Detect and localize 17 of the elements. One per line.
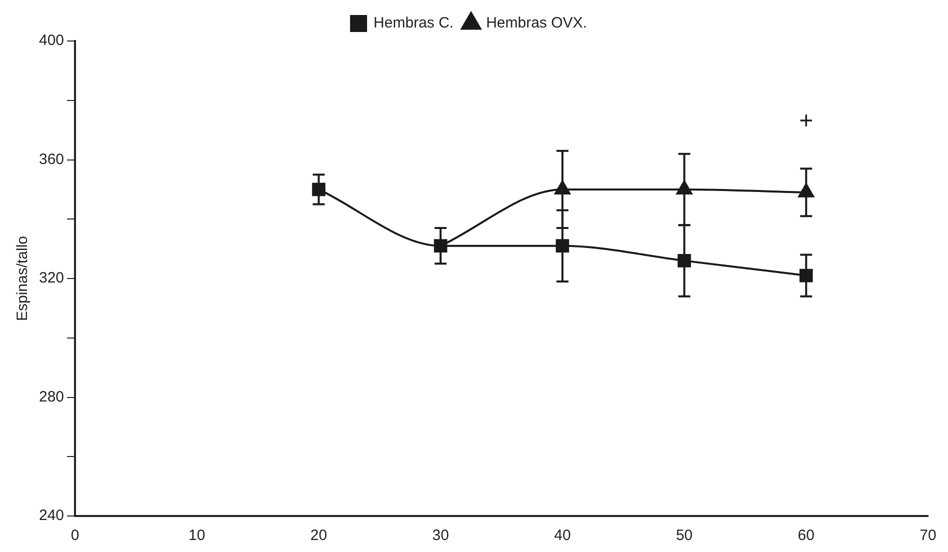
x-tick-label: 30	[432, 527, 449, 544]
x-tick-label: 10	[188, 527, 206, 544]
x-tick-label: 40	[554, 527, 571, 544]
x-tick-label: 50	[676, 527, 693, 544]
x-tick-label: 60	[798, 527, 814, 544]
y-tick-label: 320	[38, 270, 64, 287]
y-tick-label: 280	[38, 388, 64, 406]
y-axis-title: Espinas/tallo	[14, 236, 32, 322]
legend-label: Hembras OVX.	[486, 14, 587, 32]
x-tick-label: 0	[70, 527, 80, 544]
legend-label: Hembras C.	[374, 14, 454, 32]
y-tick-label: 400	[38, 32, 64, 50]
annotation: +	[799, 107, 814, 134]
y-tick-label: 240	[38, 507, 64, 524]
x-tick-label: 70	[920, 527, 936, 544]
x-tick-label: 20	[310, 527, 328, 544]
y-tick-label: 360	[38, 150, 64, 168]
